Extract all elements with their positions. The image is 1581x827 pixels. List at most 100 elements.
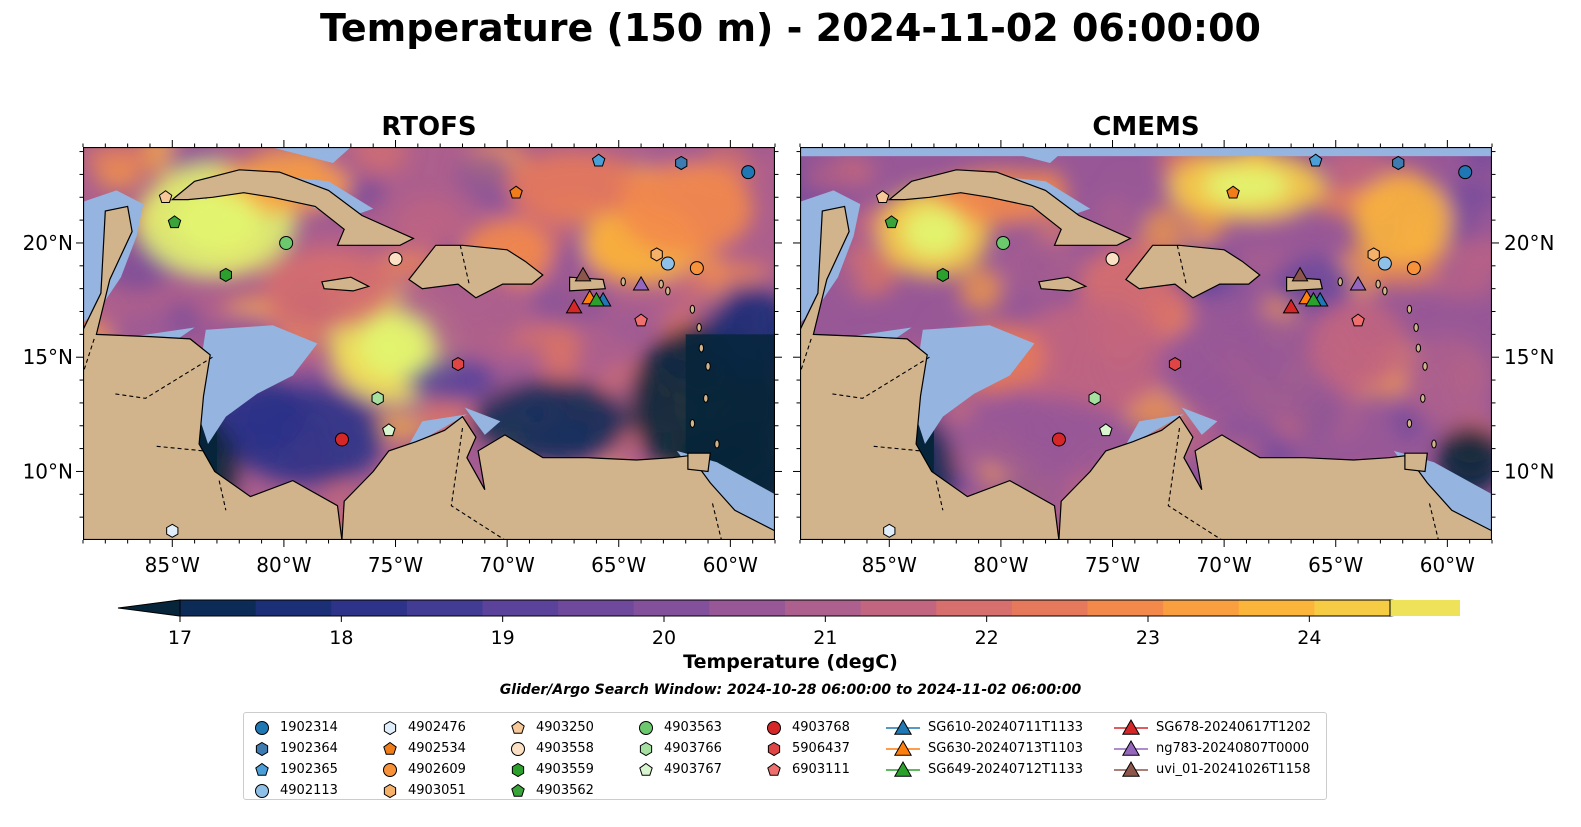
- marker-4903768: [1051, 432, 1066, 447]
- legend-item: SG649-20240712T1133: [886, 759, 1083, 780]
- legend-column: 4903563 4903766 4903767: [636, 717, 722, 780]
- lon-tick-label: 60°W: [703, 553, 758, 577]
- lon-tick-label: 75°W: [1085, 553, 1140, 577]
- legend-circle-icon: [511, 741, 525, 756]
- legend-label: SG630-20240713T1103: [928, 741, 1084, 756]
- legend-label: 4903558: [536, 741, 594, 756]
- legend-label: 4903768: [792, 720, 850, 735]
- legend-triangle-icon: [1114, 760, 1148, 777]
- marker-1902365: [1308, 153, 1323, 167]
- legend-column: 4903768 5906437 6903111: [764, 717, 850, 780]
- legend-label: ng783-20240807T0000: [1156, 741, 1310, 756]
- colorbar-bin: [1011, 600, 1088, 616]
- marker-4902113: [1377, 256, 1392, 271]
- marker-4903562: [167, 215, 182, 229]
- legend-circle-icon: [255, 720, 269, 735]
- legend-hexagon-icon: [767, 741, 781, 756]
- legend-item: 5906437: [764, 738, 850, 759]
- lat-tick-label: 15°N: [23, 345, 73, 369]
- legend-hexagon-icon: [383, 783, 397, 798]
- marker-4902476: [166, 523, 179, 538]
- lon-tick-label: 70°W: [480, 553, 535, 577]
- colorbar-bin: [180, 600, 257, 616]
- search-window-text: Glider/Argo Search Window: 2024-10-28 06…: [499, 682, 1082, 698]
- marker-4903563: [996, 235, 1011, 250]
- legend-item: 4902476: [380, 717, 466, 738]
- lon-tick-label: 80°W: [973, 553, 1028, 577]
- marker-4903051: [1367, 247, 1380, 262]
- marker-4903767: [1099, 423, 1113, 437]
- colorbar-bin: [785, 600, 862, 616]
- legend-label: 4903562: [536, 783, 594, 798]
- legend-circle-icon: [255, 783, 269, 798]
- legend-item: 4902113: [252, 780, 338, 801]
- legend-item: 4903250: [508, 717, 594, 738]
- marker-ng783-20240807T0000: [1349, 275, 1367, 291]
- legend-column: 1902314 1902364 1902365 4902113: [252, 717, 338, 801]
- legend-item: 1902314: [252, 717, 338, 738]
- legend-pentagon-icon: [511, 783, 525, 797]
- colorbar-tick-label: 19: [491, 627, 515, 649]
- legend-label: SG610-20240711T1133: [928, 720, 1084, 735]
- legend-label: 4903250: [536, 720, 594, 735]
- marker-4903250: [158, 190, 173, 204]
- legend-triangle-icon: [886, 760, 920, 777]
- marker-1902364: [675, 155, 688, 171]
- cmems-temperature-map: [800, 147, 1492, 540]
- platform-legend: 1902314 1902364 1902365 4902113 4902476 49025…: [243, 712, 1327, 800]
- legend-label: SG678-20240617T1202: [1156, 720, 1312, 735]
- colorbar-bin: [709, 600, 786, 616]
- legend-item: 4903559: [508, 759, 594, 780]
- legend-label: 5906437: [792, 741, 850, 756]
- legend-item: SG678-20240617T1202: [1114, 717, 1311, 738]
- lon-tick-label: 70°W: [1197, 553, 1252, 577]
- colorbar-min-extend: [117, 599, 181, 617]
- marker-SG678-20240617T1202: [565, 298, 583, 314]
- colorbar: 17 18 19 20 21 22 23 24: [117, 599, 1460, 649]
- marker-ng783-20240807T0000: [632, 275, 650, 291]
- colorbar-tick-label: 17: [168, 627, 192, 649]
- marker-4903766: [1088, 391, 1101, 406]
- colorbar-bin: [1238, 600, 1315, 616]
- marker-uvi_01-20241026T1158: [1291, 266, 1309, 282]
- legend-pentagon-icon: [511, 720, 525, 734]
- colorbar-bin: [936, 600, 1013, 616]
- legend-item: 1902365: [252, 759, 338, 780]
- lat-tick-label: 15°N: [1504, 345, 1554, 369]
- colorbar-tick-label: 20: [652, 627, 676, 649]
- marker-4902476: [883, 523, 896, 538]
- legend-label: 4903766: [664, 741, 722, 756]
- colorbar-bin: [331, 600, 408, 616]
- lon-tick-label: 85°W: [145, 553, 200, 577]
- legend-triangle-icon: [886, 718, 920, 735]
- legend-item: 4902609: [380, 759, 466, 780]
- legend-circle-icon: [639, 720, 653, 735]
- colorbar-tick-label: 24: [1297, 627, 1321, 649]
- legend-label: 4903563: [664, 720, 722, 735]
- marker-6903111: [1351, 313, 1365, 327]
- lon-tick-label: 80°W: [256, 553, 311, 577]
- legend-label: 4903559: [536, 762, 594, 777]
- legend-hexagon-icon: [383, 720, 397, 735]
- legend-hexagon-icon: [639, 741, 653, 756]
- marker-4902609: [689, 261, 704, 276]
- legend-item: 4903051: [380, 780, 466, 801]
- legend-item: 4903558: [508, 738, 594, 759]
- rtofs-temperature-map: [83, 147, 775, 540]
- legend-pentagon-icon: [767, 762, 781, 776]
- lat-tick-label: 20°N: [1504, 231, 1554, 255]
- colorbar-bin: [1314, 600, 1391, 616]
- panel-title-rtofs: RTOFS: [381, 112, 477, 142]
- colorbar-bin: [1163, 600, 1240, 616]
- legend-column: SG678-20240617T1202 ng783-20240807T0000 uv…: [1114, 717, 1311, 780]
- legend-item: 4903768: [764, 717, 850, 738]
- marker-4903558: [388, 251, 403, 266]
- marker-4903767: [382, 423, 396, 437]
- legend-pentagon-icon: [639, 762, 653, 776]
- marker-SG678-20240617T1202: [1282, 298, 1300, 314]
- lon-tick-label: 65°W: [591, 553, 646, 577]
- legend-circle-icon: [383, 762, 397, 777]
- figure-title: Temperature (150 m) - 2024-11-02 06:00:0…: [319, 6, 1261, 50]
- marker-4902534: [509, 185, 523, 199]
- legend-label: 6903111: [792, 762, 850, 777]
